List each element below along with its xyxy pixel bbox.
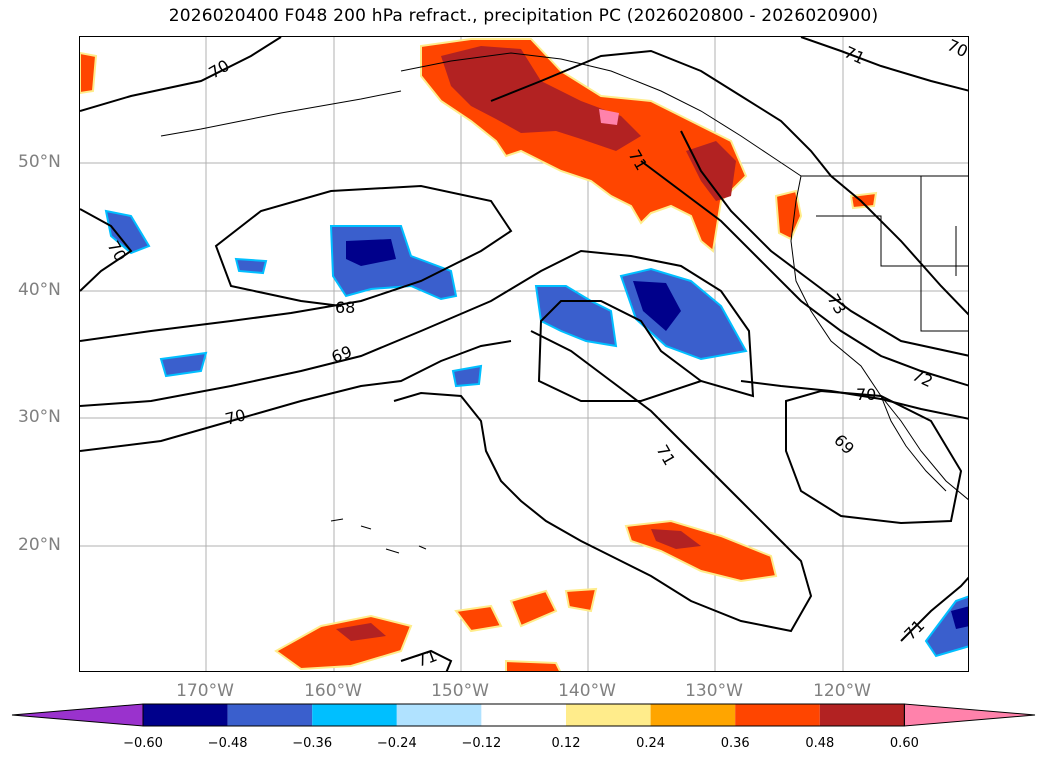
lon-label-130w: 130°W (685, 681, 743, 701)
precip-area-neg-small1 (104, 209, 151, 255)
contour-71-se (900, 576, 968, 642)
contour-71-south (400, 649, 453, 671)
coastline-aleutians (160, 90, 402, 137)
contour-72-band (640, 160, 968, 387)
precip-area-south-center2 (509, 589, 558, 628)
coastline-alaska (400, 52, 802, 177)
colorbar-segment (143, 704, 228, 726)
precip-negative-regions (104, 209, 968, 658)
colorbar-tick-label: 0.24 (636, 736, 666, 751)
coastline-baja (880, 395, 947, 492)
colorbar-tick-label: −0.24 (376, 736, 417, 751)
coastline-west-us (790, 175, 968, 500)
precip-area-south-core (336, 623, 386, 641)
map-panel: 70 70 68 69 70 71 71 71 72 73 70 69 71 7… (79, 36, 969, 672)
contour-70-south (80, 340, 512, 452)
colorbar-tick-label: −0.36 (292, 736, 333, 751)
colorbar-segment (735, 704, 820, 726)
contour-label-68: 68 (335, 298, 355, 317)
colorbar-extend-high (903, 703, 1036, 727)
colorbar-extend-low (11, 703, 144, 727)
contour-label-70-e: 70 (856, 385, 876, 404)
border-states (816, 176, 968, 332)
precip-area-hawaii-core (651, 529, 701, 549)
contour-label-72: 72 (909, 365, 935, 391)
contour-70-east (740, 380, 968, 420)
colorbar-tick-label: 0.36 (720, 736, 750, 751)
coastlines (160, 52, 968, 554)
lat-label-30n: 30°N (18, 407, 61, 427)
contour-label-71-main: 71 (653, 442, 680, 469)
contour-label-71-se: 71 (900, 616, 928, 644)
lat-label-50n: 50°N (18, 152, 61, 172)
precip-area-neg-small3 (234, 257, 268, 275)
coastline-hawaii (330, 518, 427, 554)
precip-area-gulf-peak (599, 109, 619, 125)
colorbar-segment (312, 704, 397, 726)
precip-area-bc-coast (686, 141, 736, 201)
colorbar (11, 703, 1036, 727)
colorbar-tick-label: 0.48 (805, 736, 835, 751)
precip-area-neg-se-core (951, 606, 968, 629)
precip-area-neg-small4 (451, 364, 483, 388)
colorbar-tick-label: 0.60 (889, 736, 919, 751)
contour-71-main (393, 330, 813, 633)
colorbar-segment (481, 704, 566, 726)
contour-73-band (680, 130, 968, 357)
colorbar-segment (566, 704, 651, 726)
contour-70-north (80, 37, 282, 112)
lon-label-150w: 150°W (431, 681, 489, 701)
contour-label-70-s: 70 (223, 405, 248, 429)
contour-70-nw (80, 208, 133, 292)
precip-area-south-west (274, 614, 413, 671)
precip-area-gulf-core (441, 46, 641, 151)
contours (80, 37, 968, 671)
contour-label-71-ne: 71 (841, 42, 867, 68)
precip-area-south-center (454, 604, 503, 633)
precip-area-nw-corner (80, 51, 98, 95)
lat-label-20n: 20°N (18, 535, 61, 555)
precip-area-hawaii-islet (564, 587, 598, 613)
contour-69 (80, 249, 755, 407)
precip-area-neg-west-core (346, 239, 396, 266)
contour-68 (80, 184, 513, 342)
lon-label-140w: 140°W (558, 681, 616, 701)
contour-71-north (490, 49, 968, 316)
precip-area-hawaii-east (624, 519, 778, 583)
colorbar-segment (819, 704, 905, 726)
colorbar-segment (227, 704, 313, 726)
precip-area-neg-small2 (159, 351, 208, 378)
contour-label-69-e: 69 (830, 430, 858, 458)
colorbar-tick-label: −0.12 (461, 736, 502, 751)
colorbar-outline (142, 703, 905, 727)
precip-area-south-bottom (505, 659, 562, 671)
precip-positive-regions (80, 38, 878, 671)
lon-label-170w: 170°W (176, 681, 234, 701)
colorbar-tick-label: −0.60 (123, 736, 163, 751)
precip-area-oregon (774, 189, 803, 241)
precip-area-neg-west (329, 225, 458, 301)
colorbar-tick-label: 0.12 (551, 736, 581, 751)
contour-label-70-ne-corner: 70 (944, 37, 969, 61)
lon-label-160w: 160°W (304, 681, 362, 701)
lat-label-40n: 40°N (18, 280, 61, 300)
precip-area-neg-east-core (633, 281, 681, 331)
colorbar-segment (396, 704, 482, 726)
colorbar-segment (650, 704, 736, 726)
lon-label-120w: 120°W (813, 681, 871, 701)
contour-label-70-n: 70 (206, 56, 233, 83)
precip-area-neg-center (534, 285, 618, 348)
map-canvas: 70 70 68 69 70 71 71 71 72 73 70 69 71 7… (80, 37, 969, 671)
contour-label-71-s: 71 (414, 646, 440, 671)
chart-title: 2026020400 F048 200 hPa refract., precip… (168, 6, 879, 26)
contour-70-ne (800, 37, 968, 92)
contour-69-east (785, 389, 963, 525)
colorbar-tick-label: −0.48 (207, 736, 248, 751)
